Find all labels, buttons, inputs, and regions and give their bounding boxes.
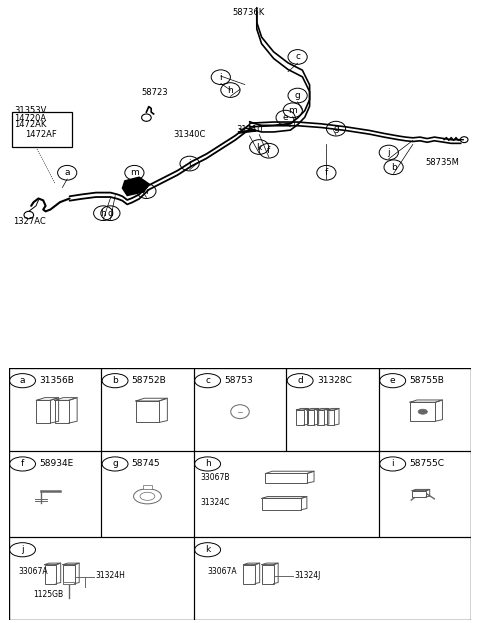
Text: 31340C: 31340C bbox=[173, 130, 205, 139]
Bar bbox=[101, 368, 194, 451]
Text: 1472AF: 1472AF bbox=[25, 130, 57, 139]
Text: 58745: 58745 bbox=[132, 459, 160, 468]
Text: h: h bbox=[100, 209, 106, 217]
Bar bbox=[63, 582, 74, 584]
Text: k: k bbox=[257, 143, 262, 151]
Text: b: b bbox=[112, 376, 118, 385]
Text: 31324C: 31324C bbox=[201, 498, 230, 507]
Circle shape bbox=[418, 409, 427, 414]
Text: j: j bbox=[21, 545, 24, 554]
Text: f: f bbox=[325, 168, 328, 178]
Text: 31353V: 31353V bbox=[14, 106, 47, 115]
Bar bbox=[194, 536, 471, 620]
Text: b: b bbox=[391, 163, 396, 172]
Text: 58755C: 58755C bbox=[409, 459, 444, 468]
Bar bbox=[379, 451, 471, 536]
Bar bbox=[143, 485, 152, 489]
Text: i: i bbox=[145, 187, 148, 196]
Bar bbox=[379, 368, 471, 451]
Bar bbox=[412, 491, 426, 497]
Text: 1472AK: 1472AK bbox=[14, 120, 47, 130]
Text: h: h bbox=[205, 459, 211, 468]
Text: 58752B: 58752B bbox=[132, 376, 167, 385]
Text: 31356B: 31356B bbox=[39, 376, 74, 385]
Bar bbox=[9, 451, 101, 536]
Bar bbox=[12, 112, 72, 147]
Text: k: k bbox=[205, 545, 210, 554]
Bar bbox=[410, 402, 435, 421]
Circle shape bbox=[140, 492, 155, 500]
Text: f: f bbox=[21, 459, 24, 468]
Text: i: i bbox=[188, 159, 191, 168]
Text: 31324H: 31324H bbox=[96, 571, 125, 580]
Text: 58736K: 58736K bbox=[232, 8, 265, 17]
Bar bbox=[9, 368, 101, 451]
Bar bbox=[45, 564, 56, 584]
Polygon shape bbox=[122, 177, 149, 196]
Bar bbox=[317, 410, 324, 425]
Bar bbox=[63, 564, 74, 584]
Text: d: d bbox=[297, 376, 303, 385]
Ellipse shape bbox=[231, 405, 249, 419]
Text: 33067A: 33067A bbox=[208, 567, 237, 576]
Bar bbox=[55, 401, 69, 423]
Text: f: f bbox=[267, 146, 270, 155]
Bar bbox=[101, 451, 194, 536]
Text: g: g bbox=[333, 124, 339, 133]
Text: i: i bbox=[219, 73, 222, 82]
Text: 1125GB: 1125GB bbox=[33, 590, 63, 599]
Text: a: a bbox=[64, 168, 70, 178]
Text: 58735M: 58735M bbox=[426, 158, 460, 167]
Text: 58755B: 58755B bbox=[409, 376, 444, 385]
Bar bbox=[194, 368, 286, 451]
Text: 31310: 31310 bbox=[236, 125, 263, 134]
Text: e: e bbox=[283, 113, 288, 122]
Text: h: h bbox=[228, 85, 233, 95]
Bar bbox=[265, 473, 307, 483]
Text: g: g bbox=[295, 91, 300, 100]
Text: 58723: 58723 bbox=[142, 88, 168, 97]
Bar bbox=[327, 410, 335, 425]
Text: 31328C: 31328C bbox=[317, 376, 352, 385]
Bar bbox=[194, 451, 379, 536]
Bar bbox=[307, 410, 314, 425]
Text: 31324J: 31324J bbox=[295, 571, 321, 580]
Bar bbox=[297, 410, 304, 425]
Text: 1327AC: 1327AC bbox=[13, 217, 46, 226]
Text: m: m bbox=[288, 106, 297, 115]
Text: 58934E: 58934E bbox=[39, 459, 73, 468]
Text: m: m bbox=[130, 168, 139, 178]
Text: 33067B: 33067B bbox=[201, 472, 230, 482]
Text: 14720A: 14720A bbox=[14, 114, 47, 123]
Text: j: j bbox=[387, 148, 390, 157]
Text: c: c bbox=[205, 376, 210, 385]
Text: g: g bbox=[112, 459, 118, 468]
Text: d: d bbox=[108, 209, 113, 217]
Text: 33067A: 33067A bbox=[19, 567, 48, 576]
Bar bbox=[136, 401, 159, 422]
Text: 58753: 58753 bbox=[224, 376, 253, 385]
Circle shape bbox=[133, 488, 161, 504]
Text: e: e bbox=[390, 376, 396, 385]
Text: a: a bbox=[20, 376, 25, 385]
Bar bbox=[9, 536, 194, 620]
Bar bbox=[286, 368, 379, 451]
Text: c: c bbox=[295, 52, 300, 62]
Bar bbox=[36, 401, 50, 423]
Text: i: i bbox=[391, 459, 394, 468]
Bar bbox=[262, 564, 274, 584]
Bar bbox=[262, 498, 301, 510]
Bar bbox=[243, 564, 255, 584]
